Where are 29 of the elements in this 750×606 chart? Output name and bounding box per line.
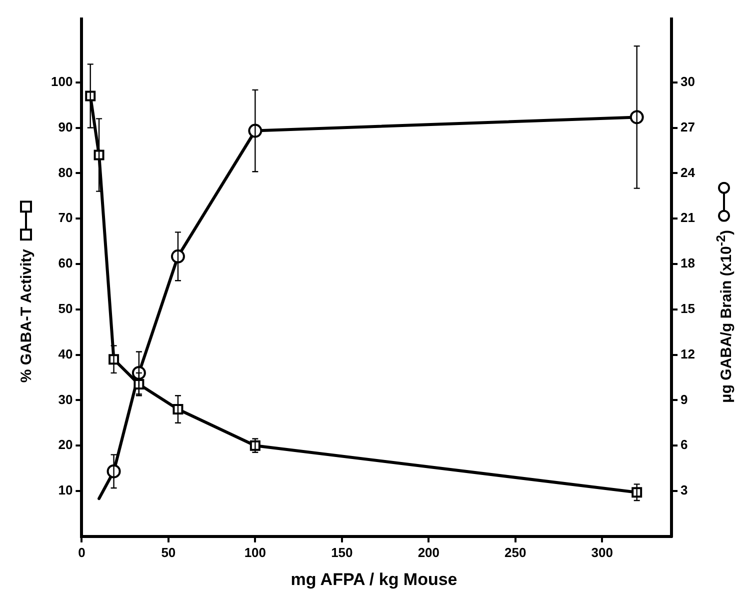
y-axis-title: % GABA-T Activity [18,249,34,383]
y-tick-label: 60 [58,256,73,271]
y2-tick-label: 9 [680,392,688,407]
y-tick-label: 20 [58,437,73,452]
y-tick-label: 50 [58,300,73,316]
x-tick-label: 200 [418,544,440,560]
y2-tick-label: 21 [680,210,696,226]
x-tick-label: 100 [244,544,266,560]
y2-tick-label: 27 [680,119,696,134]
x-tick-label: 300 [591,544,613,560]
y2-tick-label: 24 [680,164,696,180]
y-tick-label: 30 [58,392,73,407]
y-tick-label: 80 [58,164,73,180]
x-tick-label: 50 [161,544,176,560]
y-tick-label: 70 [58,210,73,226]
y-tick-label: 40 [58,346,73,362]
y2-tick-label: 18 [680,256,696,271]
y2-tick-label: 3 [680,482,688,498]
y2-tick-label: 30 [680,74,696,89]
x-tick-label: 150 [331,544,353,560]
y-tick-label: 10 [58,482,73,498]
y2-tick-label: 15 [680,300,696,316]
x-tick-label: 0 [78,544,86,560]
y2-tick-label: 6 [680,437,688,452]
x-axis-title: mg AFPA / kg Mouse [290,570,458,590]
y2-tick-label: 12 [680,346,696,362]
x-tick-label: 250 [504,544,526,560]
y-tick-label: 100 [50,74,73,89]
y-tick-label: 90 [58,119,73,134]
